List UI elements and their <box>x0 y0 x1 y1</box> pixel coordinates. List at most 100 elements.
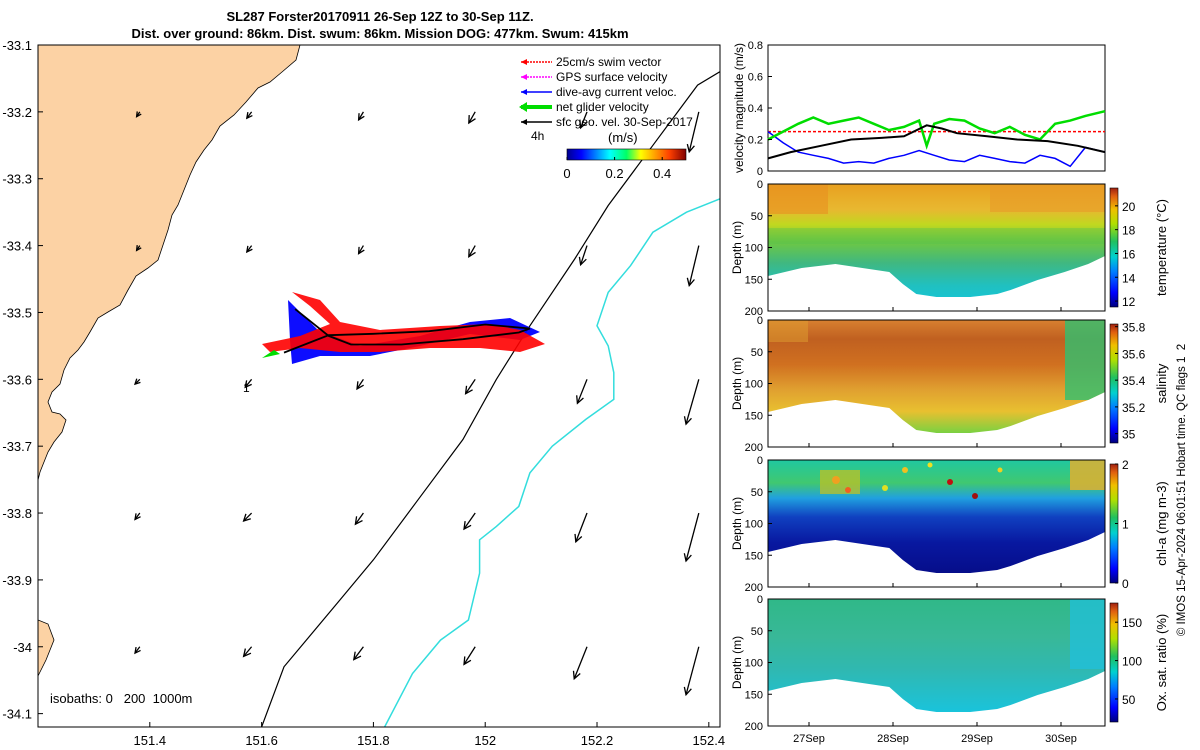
section-y-tick-label: 0 <box>757 179 763 191</box>
geo-vector-arrow <box>574 512 588 544</box>
section-colorbar-tick-label: 50 <box>1122 693 1136 707</box>
geo-vector-arrow <box>683 512 700 563</box>
velocity-y-axis: 0 0.2 0.4 0.6 0.8 <box>748 40 772 178</box>
velocity-series-line <box>767 124 1106 160</box>
section-colorbar-tick-label: 20 <box>1122 200 1136 214</box>
map-y-tick-label: -33.1 <box>2 38 32 53</box>
section-colorbar-tick-label: 12 <box>1122 295 1136 309</box>
geo-vector-arrow <box>464 378 476 395</box>
salinity-panel <box>767 319 1106 448</box>
section-colorbar-tick-label: 35.2 <box>1122 401 1146 415</box>
chart-title-line-1: SL287 Forster20170911 26-Sep 12Z to 30-S… <box>226 9 534 24</box>
geo-vector-arrow <box>578 245 588 267</box>
section-y-tick-label: 150 <box>745 274 763 286</box>
map-y-tick-label: -34.1 <box>2 707 32 722</box>
geo-vector-arrow <box>244 378 253 389</box>
map-x-tick-label: 152.2 <box>581 733 614 748</box>
section-colorbar-tick-label: 16 <box>1122 247 1136 261</box>
velocity-ylabel: velocity magnitude (m/s) <box>732 43 746 173</box>
legend-label-net: net glider velocity <box>556 100 649 114</box>
geo-vector-arrow <box>468 245 476 259</box>
legend-entry-net: net glider velocity <box>519 100 649 114</box>
speed-colorbar-ticks: 0 0.2 0.4 <box>563 157 671 181</box>
section-y-tick-label: 100 <box>745 519 763 531</box>
section-y-tick-label: 50 <box>751 347 763 359</box>
section-colorbar-tick-label: 35 <box>1122 428 1136 442</box>
chart-title-line-2: Dist. over ground: 86km. Dist. swum: 86k… <box>131 26 629 41</box>
section-y-tick-label: 100 <box>745 379 763 391</box>
section-y-tick-label: 150 <box>745 410 763 422</box>
geo-vector-arrow <box>356 378 364 391</box>
section-colorbar-tick-label: 1 <box>1122 518 1129 532</box>
geo-vector-arrow <box>354 512 364 526</box>
copyright-note: © IMOS 15-Apr-2024 06:01:51 Hobart time.… <box>1176 344 1188 636</box>
map-x-tick-label: 151.6 <box>245 733 278 748</box>
land-coastline <box>38 45 301 481</box>
section-colorbar-label: Ox. sat. ratio (%) <box>1154 614 1169 712</box>
section-colorbar-tick-label: 18 <box>1122 224 1136 238</box>
geo-vector-arrow <box>134 512 141 521</box>
legend-label-geo: sfc geo. vel. 30-Sep-2017 <box>556 115 693 129</box>
section-ylabel: Depth (m) <box>730 636 744 689</box>
date-tick-label: 27Sep <box>793 733 825 745</box>
legend-entry-gps: GPS surface velocity <box>521 70 667 84</box>
geo-vector-arrow <box>572 646 588 681</box>
geo-vector-arrow <box>245 245 253 254</box>
land-southern-headland <box>38 619 55 677</box>
section-colorbar-label: salinity <box>1154 363 1169 403</box>
geo-vector-arrow <box>133 378 141 386</box>
geo-vector-arrow <box>683 379 700 426</box>
section-y-tick-label: 200 <box>745 306 763 318</box>
section-y-tick-label: 0 <box>757 315 763 327</box>
temperature-panel <box>767 183 1106 312</box>
section-colorbar <box>1109 187 1119 308</box>
position-marker-label: 1 <box>243 381 250 395</box>
section-ylabel: Depth (m) <box>730 221 744 274</box>
geo-vector-arrow <box>463 512 476 531</box>
geo-vector-arrow <box>579 111 588 130</box>
section-y-tick-label: 200 <box>745 721 763 733</box>
isobath-1000m-line <box>383 198 720 727</box>
section-y-tick-label: 100 <box>745 658 763 670</box>
velocity-series-line <box>767 109 1106 150</box>
section-colorbar <box>1109 323 1119 444</box>
section-y-tick-label: 50 <box>751 211 763 223</box>
geo-vector-arrow <box>357 111 365 122</box>
map-y-tick-label: -34 <box>13 640 32 655</box>
geo-vector-arrow <box>245 111 253 120</box>
legend-subtitle-4h: 4h <box>531 129 544 143</box>
section-colorbar-tick-label: 100 <box>1122 655 1142 669</box>
chla-panel <box>767 459 1106 588</box>
glider-track-group <box>262 292 545 364</box>
geo-vector-arrow <box>242 512 253 523</box>
map-y-tick-label: -33.3 <box>2 172 32 187</box>
track-start-green-marker <box>262 350 280 358</box>
section-y-tick-label: 0 <box>757 594 763 606</box>
section-y-tick-label: 50 <box>751 626 763 638</box>
map-x-tick-label: 151.8 <box>357 733 390 748</box>
geo-vector-arrow <box>686 111 700 154</box>
section-colorbar <box>1109 602 1119 723</box>
velocity-y-tick-label: 0.8 <box>748 40 763 52</box>
section-y-tick-label: 200 <box>745 442 763 454</box>
oxygen-panel <box>767 598 1106 727</box>
map-y-tick-label: -33.8 <box>2 506 32 521</box>
legend-label-current: dive-avg current veloc. <box>556 85 677 99</box>
colorbar-tick-label: 0.2 <box>606 166 624 181</box>
geo-vector-arrow <box>468 111 476 125</box>
legend-entry-current: dive-avg current veloc. <box>521 85 677 99</box>
section-y-tick-label: 150 <box>745 550 763 562</box>
section-y-tick-label: 100 <box>745 243 763 255</box>
isobath-200m-line <box>261 71 720 727</box>
legend-label-gps: GPS surface velocity <box>556 70 667 84</box>
map-legend: 25cm/s swim vector GPS surface velocity … <box>519 55 693 181</box>
map-y-axis: -33.1 -33.2 -33.3 -33.4 -33.5 -33.6 -33.7 -33.8… <box>2 38 43 722</box>
colorbar-unit: (m/s) <box>608 130 638 145</box>
velocity-frame <box>767 44 1106 172</box>
section-axes: 0 50 100 150 200 Depth (m) 0 50 100 150 200 Depth (… <box>730 179 1077 745</box>
legend-entry-geo: sfc geo. vel. 30-Sep-2017 <box>521 115 693 129</box>
geo-vector-arrow <box>242 646 253 658</box>
geo-vector-arrow <box>576 379 588 405</box>
